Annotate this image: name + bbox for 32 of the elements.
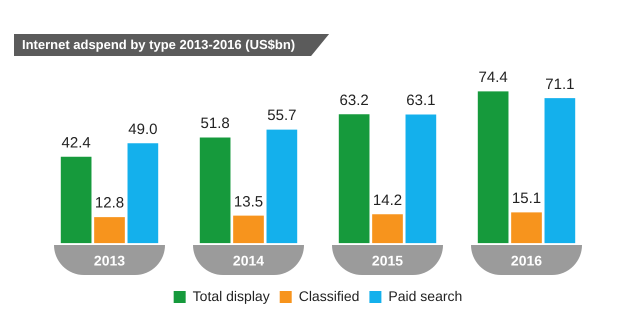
bar <box>233 216 264 244</box>
data-label: 14.2 <box>372 192 402 209</box>
x-tick-label: 2015 <box>372 252 404 268</box>
data-label: 71.1 <box>545 76 574 93</box>
bar <box>94 217 125 244</box>
x-tick-label: 2016 <box>510 252 542 268</box>
x-tick-label: 2014 <box>232 252 264 268</box>
bar <box>338 114 370 244</box>
chart-title: Internet adspend by type 2013-2016 (US$bn) <box>14 34 330 56</box>
bar <box>128 143 158 244</box>
data-label: 15.1 <box>512 190 542 208</box>
legend-label: Classified <box>298 288 360 304</box>
bar <box>544 98 576 244</box>
legend-label: Paid search <box>388 288 462 304</box>
bar <box>372 214 403 244</box>
data-label: 51.8 <box>200 115 230 132</box>
data-label: 42.4 <box>62 134 91 152</box>
bar <box>511 212 542 244</box>
bar <box>266 130 298 244</box>
bar <box>478 91 508 244</box>
data-label: 63.1 <box>406 92 436 110</box>
bar <box>406 114 436 244</box>
data-label: 13.5 <box>234 193 264 210</box>
data-label: 63.2 <box>340 92 369 109</box>
data-label: 55.7 <box>267 107 296 124</box>
legend-label: Total display <box>192 288 270 304</box>
data-label: 74.4 <box>478 69 508 86</box>
bar <box>200 138 230 244</box>
bar <box>60 156 92 244</box>
data-label: 12.8 <box>94 194 124 212</box>
x-tick-label: 2013 <box>94 252 126 268</box>
data-label: 49.0 <box>128 120 158 138</box>
